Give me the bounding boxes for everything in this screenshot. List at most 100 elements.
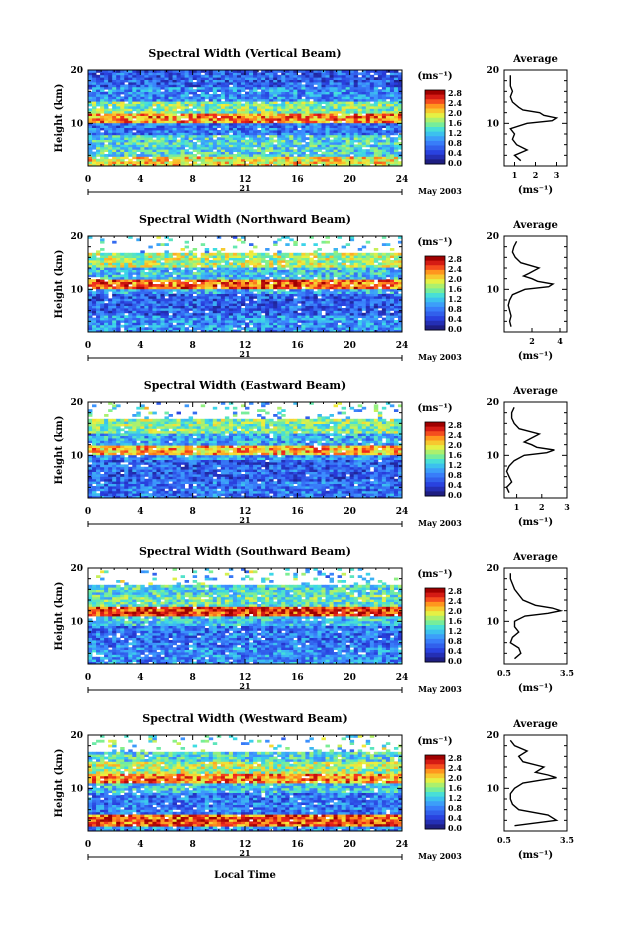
heatmap-cell xyxy=(220,320,226,323)
heatmap-cell xyxy=(152,329,157,333)
heatmap-cell xyxy=(257,288,262,292)
heatmap-cell xyxy=(160,286,165,290)
heatmap-cell xyxy=(228,122,234,126)
heatmap-cell xyxy=(373,149,379,152)
heatmap-cell xyxy=(108,84,113,88)
heatmap-cell xyxy=(361,77,367,80)
heatmap-cell xyxy=(228,134,234,138)
heatmap-cell xyxy=(389,303,395,306)
heatmap-cell xyxy=(216,125,222,128)
heatmap-cell xyxy=(273,127,278,131)
heatmap-cell xyxy=(204,77,210,80)
heatmap-cell xyxy=(120,72,125,76)
heatmap-cell xyxy=(120,324,125,328)
heatmap-cell xyxy=(337,296,343,299)
heatmap-cell xyxy=(341,137,347,140)
heatmap-cell xyxy=(313,77,318,80)
heatmap-cell xyxy=(313,137,318,140)
heatmap-cell xyxy=(160,327,165,330)
heatmap-cell xyxy=(381,144,387,148)
heatmap-cell xyxy=(345,320,351,323)
heatmap-cell xyxy=(393,296,399,299)
heatmap-cell xyxy=(373,317,379,321)
heatmap-cell xyxy=(220,118,226,121)
heatmap-cell xyxy=(257,315,262,318)
heatmap-cell xyxy=(377,305,383,309)
heatmap-cell xyxy=(373,139,379,143)
heatmap-cell xyxy=(140,308,145,311)
heatmap-cell xyxy=(168,156,173,160)
heatmap-cell xyxy=(236,96,242,100)
heatmap-cell xyxy=(112,118,117,121)
heatmap-cell xyxy=(265,130,270,133)
heatmap-cell xyxy=(160,296,165,299)
heatmap-cell xyxy=(168,79,173,83)
heatmap-cell xyxy=(224,293,230,297)
heatmap-cell xyxy=(261,106,266,109)
heatmap-cell xyxy=(373,84,379,88)
heatmap-cell xyxy=(301,108,306,112)
heatmap-cell xyxy=(249,122,254,126)
heatmap-cell xyxy=(88,151,93,155)
heatmap-cell xyxy=(128,74,133,78)
heatmap-cell xyxy=(216,113,222,116)
heatmap-cell xyxy=(88,122,93,126)
heatmap-cell xyxy=(397,300,403,304)
heatmap-cell xyxy=(313,154,318,157)
heatmap-cell xyxy=(124,154,129,157)
heatmap-cell xyxy=(120,86,125,90)
heatmap-cell xyxy=(273,279,278,282)
heatmap-cell xyxy=(92,146,97,150)
heatmap-cell xyxy=(108,96,113,100)
heatmap-cell xyxy=(216,151,222,155)
heatmap-cell xyxy=(144,134,149,138)
heatmap-cell xyxy=(317,125,322,128)
heatmap-cell xyxy=(132,291,137,294)
heatmap-cell xyxy=(381,276,387,280)
heatmap-cell xyxy=(309,317,314,321)
heatmap-cell xyxy=(152,288,157,292)
heatmap-cell xyxy=(188,154,194,157)
heatmap-cell xyxy=(128,118,133,121)
heatmap-cell xyxy=(305,137,310,140)
heatmap-cell xyxy=(373,72,379,76)
heatmap-cell xyxy=(389,96,395,100)
heatmap-cell xyxy=(140,161,145,164)
heatmap-cell xyxy=(188,151,194,155)
heatmap-cell xyxy=(128,320,133,323)
heatmap-cell xyxy=(341,96,347,100)
heatmap-cell xyxy=(377,310,383,314)
heatmap-cell xyxy=(112,84,117,88)
heatmap-cell xyxy=(240,279,246,282)
heatmap-cell xyxy=(377,118,383,121)
heatmap-cell xyxy=(148,120,153,124)
heatmap-cell xyxy=(96,89,101,92)
heatmap-cell xyxy=(381,310,387,314)
heatmap-cell xyxy=(325,156,330,160)
heatmap-cell xyxy=(100,137,105,140)
heatmap-cell xyxy=(148,327,153,330)
heatmap-cell xyxy=(180,115,186,119)
heatmap-cell xyxy=(317,70,322,73)
heatmap-cell xyxy=(385,286,391,290)
heatmap-cell xyxy=(325,312,330,316)
heatmap-cell xyxy=(265,79,270,83)
heatmap-cell xyxy=(385,77,391,80)
heatmap-cell xyxy=(317,94,322,97)
heatmap-cell xyxy=(249,86,254,90)
heatmap-cell xyxy=(192,142,198,145)
heatmap-cell xyxy=(160,272,165,275)
heatmap-cell xyxy=(216,291,222,294)
heatmap-cell xyxy=(232,110,238,114)
heatmap-cell xyxy=(269,279,274,282)
heatmap-cell xyxy=(313,96,318,100)
heatmap-cell xyxy=(104,86,109,90)
average-title: Average xyxy=(512,54,558,65)
heatmap-cell xyxy=(240,108,246,112)
heatmap-cell xyxy=(132,317,137,321)
heatmap-cell xyxy=(357,288,363,292)
heatmap-cell xyxy=(132,101,137,104)
heatmap-cell xyxy=(345,300,351,304)
heatmap-cell xyxy=(168,96,173,100)
heatmap-cell xyxy=(337,144,343,148)
